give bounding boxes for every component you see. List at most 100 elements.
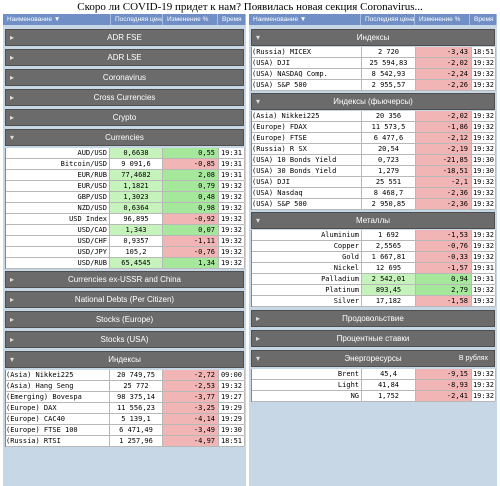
- table-row[interactable]: (Emerging) Bovespa 98 375,14 -3,77 19:27: [6, 392, 245, 403]
- table-row[interactable]: Light 41,84 -8,93 19:32: [252, 380, 496, 391]
- quote-time: 19:32: [472, 111, 496, 121]
- instrument-name: (USA) S&P 500: [252, 80, 362, 90]
- name-column-header[interactable]: Наименование ▼: [3, 14, 111, 25]
- section-header[interactable]: ▾ Индексы: [251, 29, 495, 46]
- quote-time: 19:32: [472, 241, 496, 251]
- section-header[interactable]: ▸ Coronavirus: [5, 69, 244, 86]
- price-column-header[interactable]: Последняя цена: [111, 14, 163, 25]
- table-row[interactable]: Brent 45,4 -9,15 19:32: [252, 369, 496, 380]
- table-row[interactable]: Palladium 2 542,01 0,94 19:31: [252, 274, 496, 285]
- table-row[interactable]: Aluminium 1 692 -1,53 19:32: [252, 230, 496, 241]
- change-column-header[interactable]: Изменение %: [415, 14, 470, 25]
- time-column-header[interactable]: Время: [470, 14, 497, 25]
- name-column-header[interactable]: Наименование ▼: [249, 14, 361, 25]
- last-price: 6 477,6: [362, 133, 416, 143]
- table-row[interactable]: (Asia) Nikkei225 20 356 -2,02 19:32: [252, 111, 496, 122]
- table-row[interactable]: USD/CAD 1,343 0,07 19:32: [6, 225, 245, 236]
- section-header[interactable]: ▸ Crypto: [5, 109, 244, 126]
- table-row[interactable]: (USA) S&P 500 2 950,85 -2,36 19:32: [252, 199, 496, 210]
- table-row[interactable]: Bitcoin/USD 9 091,6 -0,85 19:31: [6, 159, 245, 170]
- table-row[interactable]: USD/RUB 65,4545 1,34 19:32: [6, 258, 245, 269]
- instrument-name: (USA) Nasdaq: [252, 188, 362, 198]
- instrument-name: Brent: [252, 369, 362, 379]
- table-header: Наименование ▼ Последняя цена Изменение …: [3, 14, 246, 25]
- table-row[interactable]: (Europe) FDAX 11 573,5 -1,86 19:32: [252, 122, 496, 133]
- table-row[interactable]: USD/CHF 0,9357 -1,11 19:32: [6, 236, 245, 247]
- last-price: 1 257,96: [110, 436, 163, 446]
- change-percent: -3,43: [416, 47, 472, 57]
- last-price: 20 749,75: [110, 370, 163, 380]
- chevron-right-icon: ▸: [10, 295, 15, 304]
- section-header[interactable]: ▸ ADR FSE: [5, 29, 244, 46]
- quote-time: 19:32: [472, 369, 496, 379]
- table-row[interactable]: GBP/USD 1,3023 0,48 19:32: [6, 192, 245, 203]
- section-title: Stocks (USA): [100, 335, 149, 344]
- table-row[interactable]: (USA) 30 Bonds Yield 1,279 -18,51 19:30: [252, 166, 496, 177]
- table-row[interactable]: (USA) 10 Bonds Yield 0,723 -21,85 19:30: [252, 155, 496, 166]
- table-row[interactable]: Gold 1 667,81 -0,33 19:32: [252, 252, 496, 263]
- section-header[interactable]: ▾ Энергоресурсы В рублях: [251, 350, 495, 367]
- table-row[interactable]: (Europe) DAX 11 556,23 -3,25 19:29: [6, 403, 245, 414]
- table-row[interactable]: EUR/USD 1,1821 0,79 19:32: [6, 181, 245, 192]
- time-column-header[interactable]: Время: [218, 14, 246, 25]
- section-header[interactable]: ▸ ADR LSE: [5, 49, 244, 66]
- table-row[interactable]: Platinum 893,45 2,79 19:32: [252, 285, 496, 296]
- change-column-header[interactable]: Изменение %: [163, 14, 218, 25]
- last-price: 25 772: [110, 381, 163, 391]
- section-header[interactable]: ▸ Процентные ставки: [251, 330, 495, 347]
- price-column-header[interactable]: Последняя цена: [361, 14, 415, 25]
- table-row[interactable]: NZD/USD 0,6364 0,98 19:32: [6, 203, 245, 214]
- section-header[interactable]: ▾ Металлы: [251, 212, 495, 229]
- last-price: 11 573,5: [362, 122, 416, 132]
- table-row[interactable]: (Europe) FTSE 6 477,6 -2,12 19:32: [252, 133, 496, 144]
- section-title: Процентные ставки: [336, 334, 410, 343]
- table-row[interactable]: NG 1,752 -2,41 19:32: [252, 391, 496, 402]
- table-row[interactable]: (Asia) Nikkei225 20 749,75 -2,72 09:00: [6, 370, 245, 381]
- section-header[interactable]: ▸ Stocks (USA): [5, 331, 244, 348]
- chevron-right-icon: ▸: [10, 335, 15, 344]
- table-row[interactable]: Copper 2,5565 -0,76 19:32: [252, 241, 496, 252]
- section-header[interactable]: ▸ Currencies ex-USSR and China: [5, 271, 244, 288]
- last-price: 98 375,14: [110, 392, 163, 402]
- section-header[interactable]: ▸ National Debts (Per Citizen): [5, 291, 244, 308]
- table-row[interactable]: AUD/USD 0,6638 0,55 19:31: [6, 148, 245, 159]
- table-row[interactable]: (Russia) MICEX 2 720 -3,43 18:51: [252, 47, 496, 58]
- chevron-down-icon: ▾: [256, 354, 261, 363]
- table-row[interactable]: (USA) S&P 500 2 955,57 -2,26 19:32: [252, 80, 496, 91]
- change-percent: -2,12: [416, 133, 472, 143]
- section-header[interactable]: ▾ Индексы: [5, 351, 244, 368]
- table-row[interactable]: (Russia) RTSI 1 257,96 -4,97 18:51: [6, 436, 245, 447]
- quotes-table: (Asia) Nikkei225 20 749,75 -2,72 09:00 (Asia…: [5, 370, 245, 447]
- section-title: Металлы: [355, 216, 391, 225]
- quote-time: 19:27: [219, 392, 245, 402]
- table-row[interactable]: EUR/RUB 77,4682 2,08 19:31: [6, 170, 245, 181]
- section-header[interactable]: ▾ Индексы (фьючерсы): [251, 93, 495, 110]
- page-title: Скоро ли COVID-19 придет к нам? Появилас…: [77, 1, 423, 13]
- quote-time: 19:32: [472, 122, 496, 132]
- section-title: Индексы: [108, 355, 141, 364]
- table-row[interactable]: Silver 17,182 -1,58 19:32: [252, 296, 496, 307]
- table-row[interactable]: USD/JPY 105,2 -0,76 19:32: [6, 247, 245, 258]
- table-row[interactable]: Nickel 12 695 -1,57 19:31: [252, 263, 496, 274]
- table-row[interactable]: (Asia) Hang Seng 25 772 -2,53 19:32: [6, 381, 245, 392]
- table-row[interactable]: (Europe) FTSE 100 6 471,49 -3,49 19:30: [6, 425, 245, 436]
- change-percent: -4,14: [163, 414, 219, 424]
- table-row[interactable]: (USA) Nasdaq 8 468,7 -2,36 19:32: [252, 188, 496, 199]
- quote-time: 19:32: [472, 58, 496, 68]
- table-row[interactable]: (Russia) R SX 20,54 -2,19 19:32: [252, 144, 496, 155]
- section-title: Индексы (фьючерсы): [333, 97, 413, 106]
- table-row[interactable]: (USA) DJI 25 551 -2,1 19:32: [252, 177, 496, 188]
- quote-time: 19:32: [219, 214, 245, 224]
- section-header[interactable]: ▸ Stocks (Europe): [5, 311, 244, 328]
- quote-time: 19:31: [219, 170, 245, 180]
- section-header[interactable]: ▸ Продовольствие: [251, 310, 495, 327]
- section-header[interactable]: ▸ Cross Currencies: [5, 89, 244, 106]
- change-percent: -0,33: [416, 252, 472, 262]
- instrument-name: Aluminium: [252, 230, 362, 240]
- table-row[interactable]: (Europe) CAC40 5 139,1 -4,14 19:29: [6, 414, 245, 425]
- table-row[interactable]: USD Index 96,895 -0,92 19:32: [6, 214, 245, 225]
- section-header[interactable]: ▾ Currencies: [5, 129, 244, 146]
- table-row[interactable]: (USA) NASDAQ Comp. 8 542,93 -2,24 19:32: [252, 69, 496, 80]
- instrument-name: (USA) 30 Bonds Yield: [252, 166, 362, 176]
- table-row[interactable]: (USA) DJI 25 594,83 -2,02 19:32: [252, 58, 496, 69]
